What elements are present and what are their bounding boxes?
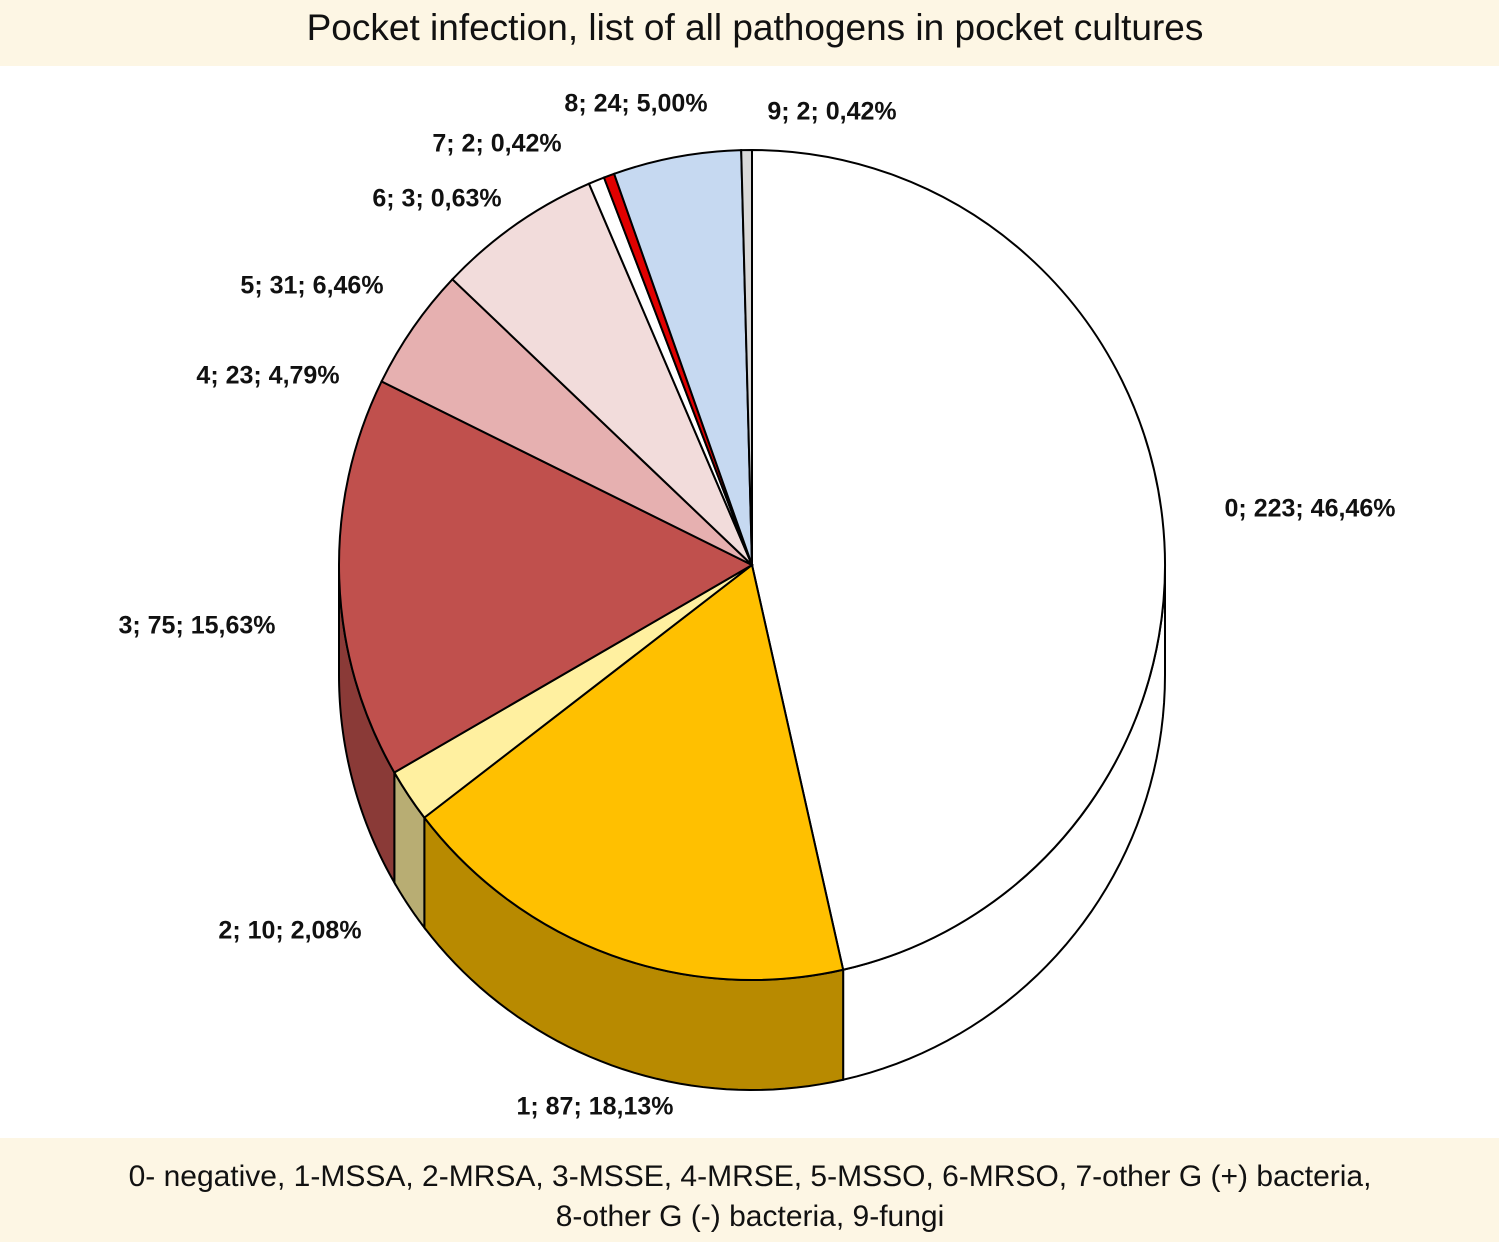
- data-label: 3; 75; 15,63%: [118, 612, 275, 640]
- slice: [422, 563, 845, 981]
- chart-title: Pocket infection, list of all pathogens …: [307, 7, 1204, 48]
- data-label: 4; 23; 4,79%: [196, 362, 339, 390]
- data-label: 9; 2; 0,42%: [767, 98, 896, 126]
- data-label: 7; 2; 0,42%: [432, 130, 561, 158]
- legend-note: 0- negative, 1-MSSA, 2-MRSA, 3-MSSE, 4-M…: [129, 1160, 1372, 1193]
- slice: [751, 148, 1166, 971]
- data-label: 6; 3; 0,63%: [372, 185, 501, 213]
- data-label: 1; 87; 18,13%: [516, 1093, 673, 1121]
- data-label: 8; 24; 5,00%: [564, 90, 707, 118]
- slice: [740, 148, 753, 566]
- note-band: [0, 1138, 1499, 1242]
- legend-note: 8-other G (-) bacteria, 9-fungi: [556, 1200, 945, 1233]
- slice: [451, 182, 753, 566]
- data-label: 5; 31; 6,46%: [240, 272, 383, 300]
- data-label: 2; 10; 2,08%: [218, 917, 361, 945]
- title-band: [0, 0, 1499, 66]
- data-label: 0; 223; 46,46%: [1225, 495, 1396, 523]
- slice: [338, 380, 755, 774]
